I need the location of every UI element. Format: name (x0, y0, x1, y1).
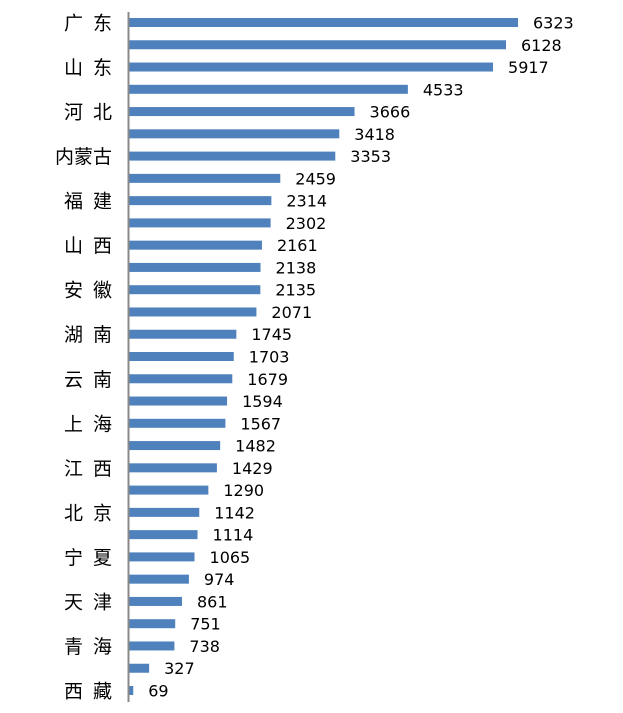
category-label: 云南 (64, 369, 122, 391)
data-labels-group: 6323 6128 5917 4533 3666 3418 3353 2459 2314 2302… (148, 14, 573, 701)
data-label: 6323 (533, 14, 574, 33)
bars-group (129, 18, 518, 695)
bar (129, 240, 262, 250)
data-label: 1567 (240, 414, 281, 433)
bar (129, 151, 336, 161)
category-label: 广东 (64, 13, 122, 35)
data-label: 3353 (350, 147, 391, 166)
bar (129, 218, 271, 228)
bar (129, 441, 221, 451)
bar (129, 196, 272, 206)
data-label: 1679 (247, 370, 288, 389)
bar (129, 129, 340, 139)
category-label: 上海 (64, 413, 122, 435)
bar (129, 552, 195, 562)
data-label: 1429 (232, 459, 273, 478)
data-label: 3666 (370, 103, 411, 122)
category-label: 山东 (64, 57, 122, 79)
data-label: 2459 (295, 169, 336, 188)
category-label: 福建 (64, 191, 122, 213)
category-label: 河北 (64, 102, 122, 124)
bar (129, 285, 261, 295)
bar (129, 530, 198, 540)
bar (129, 507, 200, 517)
data-label: 1290 (223, 481, 264, 500)
bar (129, 574, 189, 584)
bar (129, 107, 355, 117)
data-label: 2138 (276, 258, 317, 277)
data-label: 751 (190, 615, 221, 634)
bar (129, 619, 176, 629)
category-label: 内蒙古 (55, 146, 112, 168)
category-label: 山西 (64, 235, 122, 257)
bar (129, 307, 257, 317)
data-label: 2161 (277, 236, 318, 255)
data-label: 1745 (251, 325, 292, 344)
bar (129, 40, 507, 50)
data-label: 1482 (235, 437, 276, 456)
category-label: 湖南 (64, 324, 122, 346)
category-label: 西藏 (64, 681, 122, 703)
category-label: 天津 (64, 591, 122, 613)
data-label: 3418 (354, 125, 395, 144)
data-label: 861 (197, 592, 228, 611)
data-label: 69 (148, 682, 168, 701)
bar (129, 418, 226, 428)
data-label: 2314 (286, 192, 327, 211)
bar (129, 329, 237, 339)
bar (129, 173, 281, 183)
data-label: 1703 (249, 348, 290, 367)
bar (129, 62, 494, 72)
bar (129, 84, 408, 94)
category-label: 青海 (64, 636, 122, 658)
category-label: 江西 (64, 458, 122, 480)
bar (129, 18, 518, 27)
category-label: 宁夏 (64, 547, 122, 569)
bar (129, 262, 261, 272)
data-label: 5917 (508, 58, 549, 77)
bar (129, 396, 228, 406)
data-label: 1594 (242, 392, 283, 411)
data-label: 4533 (423, 80, 464, 99)
data-label: 2071 (271, 303, 312, 322)
bar (129, 686, 134, 695)
data-label: 6128 (521, 36, 562, 55)
bar (129, 596, 182, 606)
data-label: 974 (204, 570, 235, 589)
data-label: 1065 (210, 548, 251, 567)
data-label: 327 (164, 659, 195, 678)
data-label: 2302 (286, 214, 327, 233)
bar (129, 641, 175, 651)
category-label: 安徽 (64, 280, 122, 302)
data-label: 738 (189, 637, 220, 656)
category-label: 北京 (64, 502, 122, 524)
data-label: 1114 (213, 526, 254, 545)
data-label: 2135 (275, 281, 316, 300)
bar (129, 485, 209, 495)
bar (129, 374, 233, 384)
data-label: 1142 (214, 503, 255, 522)
bar (129, 352, 234, 361)
bar (129, 663, 150, 673)
bar (129, 463, 217, 473)
